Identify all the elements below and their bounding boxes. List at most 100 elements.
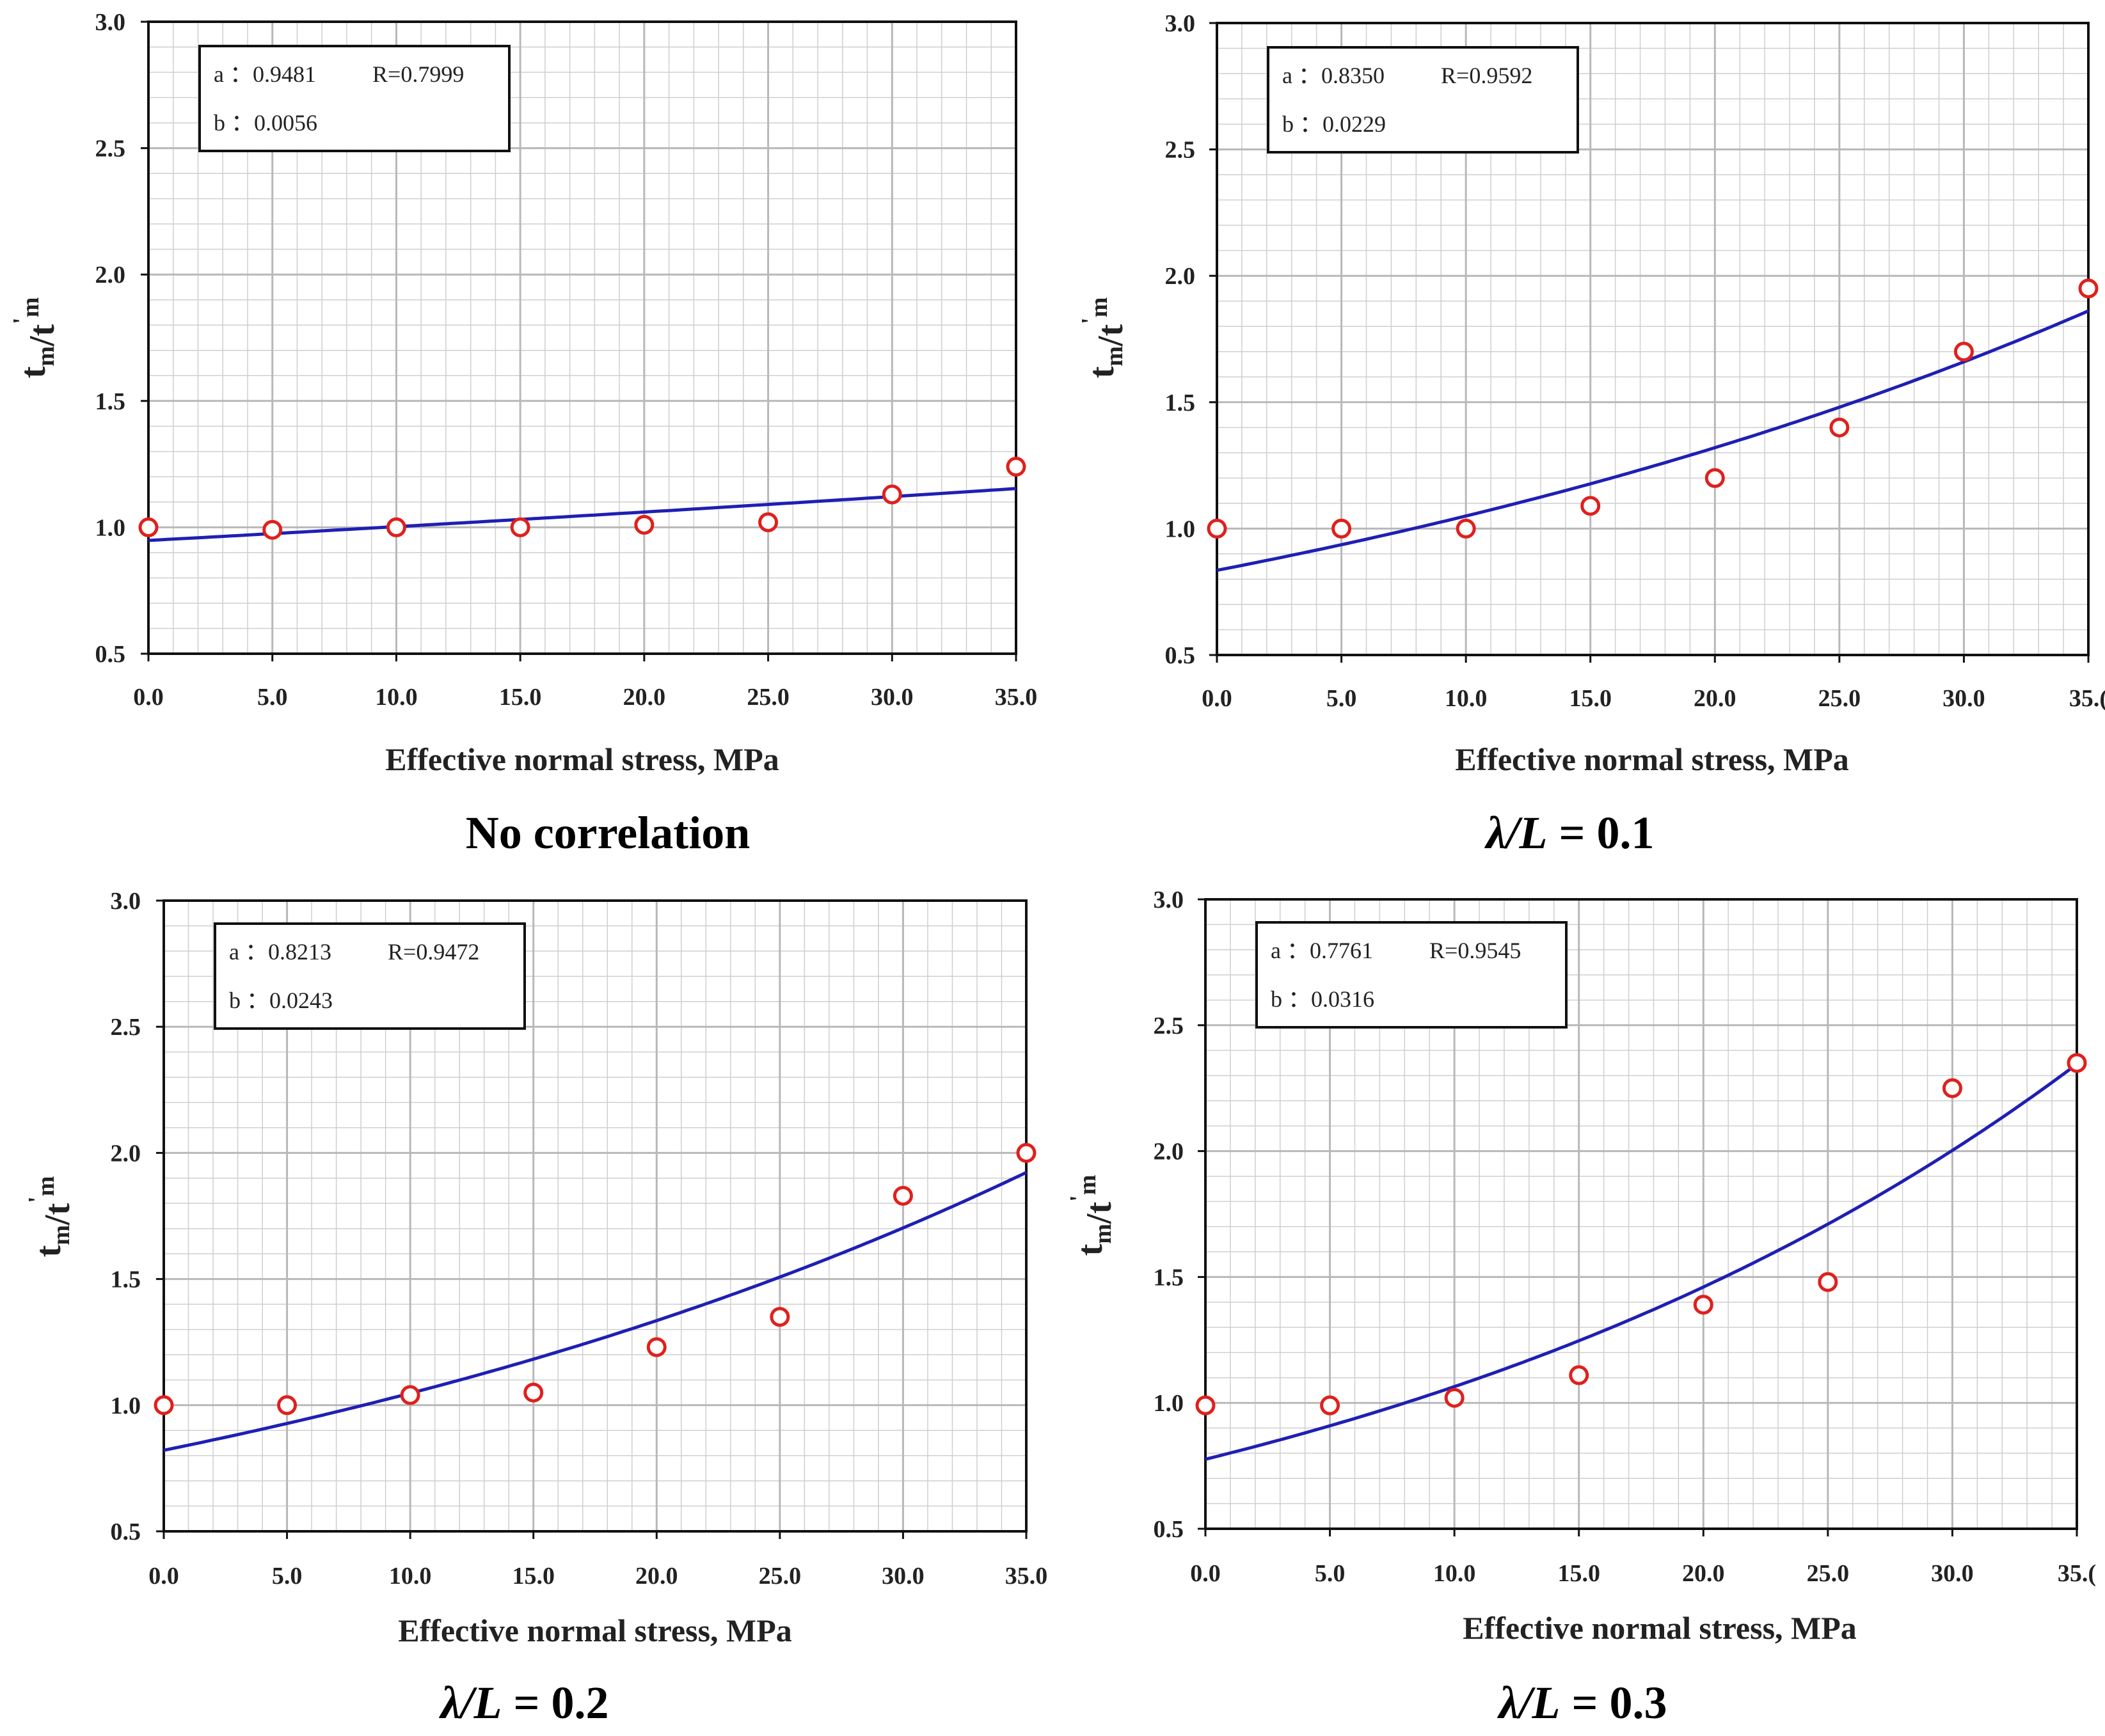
legend-a-value: a ：0.8213 xyxy=(229,939,331,965)
legend-frame xyxy=(198,45,511,152)
data-point xyxy=(386,517,406,537)
y-axis-label: tm/t'm xyxy=(1065,1175,1119,1256)
legend-a-value: a ：0.7761 xyxy=(1271,938,1373,963)
data-point xyxy=(277,1395,298,1416)
legend-b-value: b ：0.0229 xyxy=(1282,111,1386,137)
x-tick-label: 5.0 xyxy=(257,684,288,711)
y-tick-label: 1.0 xyxy=(1165,516,1196,542)
legend-b-value: b ：0.0243 xyxy=(229,988,333,1013)
data-point xyxy=(1704,468,1725,488)
x-tick-label: 20.0 xyxy=(635,1563,678,1590)
data-point xyxy=(1195,1395,1216,1416)
data-point xyxy=(1569,1365,1589,1385)
data-point xyxy=(1207,518,1227,539)
x-tick-label: 10.0 xyxy=(1445,685,1488,712)
x-tick-label: 30.0 xyxy=(882,1563,925,1590)
plot-frame xyxy=(1216,22,2090,656)
y-tick-label: 1.5 xyxy=(1154,1264,1184,1291)
legend-box: a ：0.8350 R=0.9592 b ：0.0229 xyxy=(1267,46,1579,154)
data-point xyxy=(510,517,530,537)
y-tick-label: 2.0 xyxy=(95,262,126,288)
x-tick-label: 15.0 xyxy=(499,684,542,711)
chart-panel-4: 0.0 5.0 10.0 15.0 20.0 25.0 30.0 35.(0.5 1.0 1.5 2… xyxy=(1065,887,2096,1728)
x-tick-label: 25.0 xyxy=(747,684,790,711)
y-tick-label: 1.0 xyxy=(1154,1390,1184,1417)
y-tick-label: 2.5 xyxy=(95,136,126,162)
data-point xyxy=(154,1395,174,1416)
data-point xyxy=(138,517,159,537)
y-tick-label: 2.0 xyxy=(1154,1139,1184,1165)
x-tick-label: 35.( xyxy=(2058,1560,2096,1587)
panel-caption: λ/L = 0.1 xyxy=(1484,807,1655,858)
legend-r-value: R=0.9545 xyxy=(1429,938,1521,963)
panel-caption: λ/L = 0.3 xyxy=(1497,1677,1667,1728)
data-point xyxy=(1942,1078,1962,1098)
data-point xyxy=(2067,1053,2087,1073)
x-tick-label: 20.0 xyxy=(1682,1560,1725,1587)
legend-box: a ：0.9481 R=0.7999 b ：0.0056 xyxy=(198,45,511,152)
y-tick-label: 0.5 xyxy=(111,1519,141,1545)
data-point xyxy=(1818,1272,1838,1292)
legend-r-value: R=0.9592 xyxy=(1441,63,1532,88)
x-tick-label: 25.0 xyxy=(759,1563,802,1590)
x-tick-label: 10.0 xyxy=(389,1563,432,1590)
y-tick-label: 1.5 xyxy=(95,388,126,415)
y-axis-label: tm/t'm xyxy=(8,297,62,379)
y-tick-label: 3.0 xyxy=(95,9,126,36)
legend-box: a ：0.8213 R=0.9472 b ：0.0243 xyxy=(214,922,526,1030)
data-point xyxy=(634,514,655,535)
x-tick-label: 35.0 xyxy=(1005,1563,1048,1590)
x-tick-label: 5.0 xyxy=(272,1563,303,1590)
legend-frame xyxy=(1255,921,1568,1029)
y-tick-label: 1.5 xyxy=(1165,390,1196,416)
y-tick-label: 3.0 xyxy=(1154,887,1184,913)
data-point xyxy=(2078,278,2099,299)
data-point xyxy=(1829,417,1850,438)
data-point xyxy=(758,512,779,532)
x-tick-label: 0.0 xyxy=(133,684,164,711)
x-tick-label: 30.0 xyxy=(871,684,914,711)
x-tick-label: 0.0 xyxy=(1202,685,1232,712)
panel-caption: No correlation xyxy=(466,807,751,858)
data-point xyxy=(1016,1142,1037,1163)
x-tick-label: 5.0 xyxy=(1326,685,1357,712)
legend-b-value: b ：0.0316 xyxy=(1271,986,1374,1012)
x-tick-label: 20.0 xyxy=(623,684,666,711)
x-tick-label: 5.0 xyxy=(1315,1560,1346,1587)
x-axis-label: Effective normal stress, MPa xyxy=(1455,741,1849,777)
legend-r-value: R=0.7999 xyxy=(372,61,464,87)
legend-a-value: a ：0.9481 xyxy=(214,61,316,87)
x-tick-label: 30.0 xyxy=(1942,685,1985,712)
y-tick-label: 1.0 xyxy=(111,1393,141,1419)
y-tick-label: 0.5 xyxy=(1165,642,1196,669)
legend-frame xyxy=(214,922,526,1030)
x-tick-label: 35.0 xyxy=(995,684,1038,711)
data-point xyxy=(1693,1295,1713,1315)
legend-box: a ：0.7761 R=0.9545 b ：0.0316 xyxy=(1255,921,1568,1029)
x-axis-label: Effective normal stress, MPa xyxy=(398,1613,792,1648)
data-point xyxy=(893,1185,913,1206)
data-point xyxy=(523,1382,544,1403)
y-tick-label: 1.0 xyxy=(95,514,126,541)
y-tick-label: 1.5 xyxy=(111,1266,141,1293)
chart-panel-3: 0.0 5.0 10.0 15.0 20.0 25.0 30.0 35.0 0.5 1.0 1.5 2… xyxy=(24,888,1047,1728)
fit-curve xyxy=(1216,309,2089,572)
data-point xyxy=(1580,496,1601,516)
x-axis-label: Effective normal stress, MPa xyxy=(385,741,779,777)
x-tick-label: 20.0 xyxy=(1694,685,1736,712)
plot-frame xyxy=(163,899,1028,1533)
fit-curve xyxy=(163,1171,1028,1452)
chart-panel-2: 0.0 5.0 10.0 15.0 20.0 25.0 30.0 35.(0.5 1.0 1.5 2… xyxy=(1077,10,2105,858)
data-point xyxy=(1444,1387,1465,1408)
panel-caption: λ/L = 0.2 xyxy=(439,1677,609,1728)
data-point xyxy=(400,1385,420,1405)
data-point xyxy=(262,519,283,540)
fit-curve xyxy=(1205,1062,2078,1461)
x-tick-label: 25.0 xyxy=(1807,1560,1850,1587)
legend-r-value: R=0.9472 xyxy=(388,939,479,965)
x-tick-label: 15.0 xyxy=(1569,685,1612,712)
x-tick-label: 25.0 xyxy=(1818,685,1861,712)
plot-frame xyxy=(147,20,1017,655)
data-point xyxy=(882,484,902,505)
y-tick-label: 3.0 xyxy=(1165,10,1196,37)
